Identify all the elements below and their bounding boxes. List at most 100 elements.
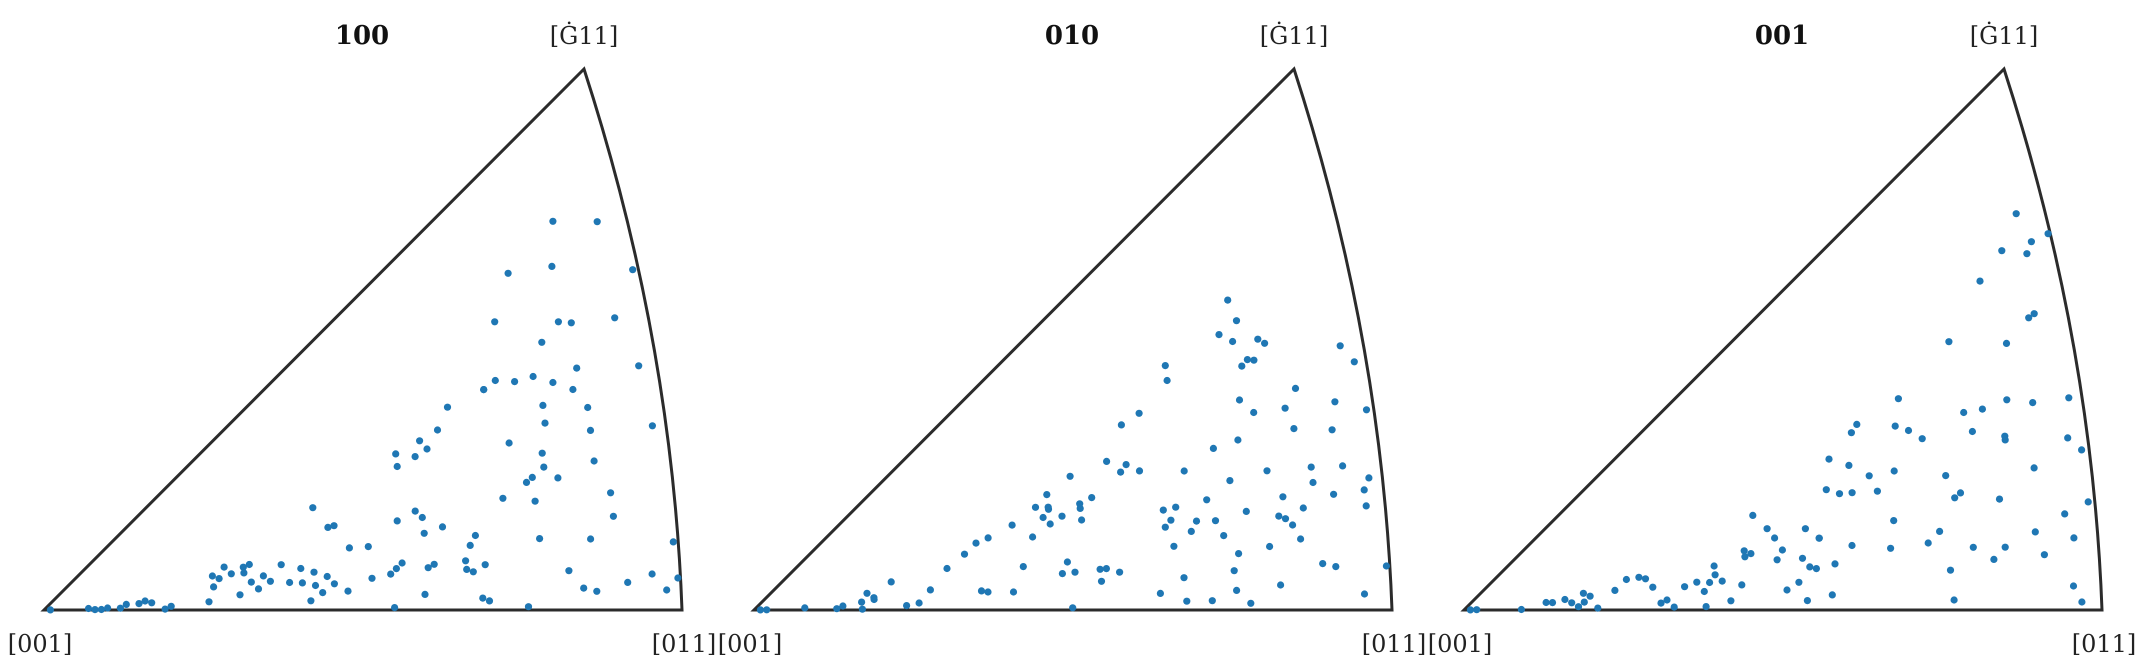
data-point	[1058, 512, 1066, 520]
data-point	[1031, 503, 1040, 511]
data-point	[2002, 339, 2011, 347]
data-point	[1887, 544, 1895, 552]
data-point	[469, 568, 477, 576]
data-point	[2078, 446, 2086, 454]
data-point	[648, 570, 656, 578]
data-point	[1365, 474, 1373, 482]
data-point	[554, 318, 563, 326]
data-point	[1096, 565, 1104, 573]
data-point	[1066, 472, 1074, 480]
data-point	[540, 463, 548, 471]
data-point	[2030, 464, 2038, 472]
data-point	[1250, 408, 1258, 417]
data-point	[236, 591, 244, 599]
data-point	[2029, 399, 2037, 407]
data-point	[548, 262, 556, 270]
data-point	[1044, 503, 1052, 511]
data-point	[443, 403, 452, 411]
data-point	[756, 606, 765, 614]
data-point	[1076, 504, 1084, 512]
corner-label-bar111: [Ġ11]	[1260, 21, 1328, 50]
data-point	[1798, 554, 1807, 562]
data-point	[463, 565, 471, 574]
data-point	[1517, 605, 1525, 614]
data-point	[286, 578, 294, 587]
data-point	[1995, 495, 2004, 503]
data-point	[593, 218, 601, 226]
data-point	[1574, 603, 1583, 611]
data-point	[1328, 426, 1336, 434]
data-point	[1362, 406, 1371, 414]
data-point	[210, 583, 218, 591]
data-point	[1362, 502, 1370, 510]
data-point	[1718, 577, 1726, 585]
data-point	[1749, 511, 1757, 519]
data-point	[1299, 504, 1307, 512]
data-point	[259, 572, 267, 580]
data-point	[863, 589, 871, 597]
data-point	[1117, 421, 1125, 429]
sector-outline	[1460, 66, 2104, 612]
data-point	[567, 319, 575, 327]
data-point	[669, 538, 677, 546]
data-point	[1163, 376, 1171, 385]
data-point	[635, 362, 643, 370]
data-point	[1009, 588, 1018, 596]
data-point	[903, 602, 911, 610]
corner-label-011: [011]	[2072, 630, 2137, 658]
data-point	[609, 512, 618, 520]
data-point	[1890, 467, 1898, 475]
data-point	[565, 567, 573, 575]
data-point	[1812, 565, 1820, 573]
data-point	[1848, 541, 1856, 550]
data-point	[801, 604, 809, 612]
data-point	[1122, 461, 1130, 469]
data-point	[418, 513, 426, 522]
data-point	[324, 523, 332, 532]
data-point	[1058, 570, 1066, 578]
data-point	[1795, 578, 1803, 586]
data-point	[960, 550, 969, 558]
data-point	[1350, 358, 1358, 366]
data-point	[297, 564, 305, 573]
data-point	[391, 604, 399, 612]
data-point	[2012, 210, 2020, 218]
data-point	[858, 605, 867, 613]
data-point	[2027, 238, 2035, 246]
data-point	[208, 572, 216, 580]
data-point	[1088, 494, 1096, 502]
data-point	[1230, 567, 1238, 575]
data-point	[122, 600, 130, 609]
data-point	[663, 586, 671, 594]
data-point	[1942, 472, 1950, 480]
data-point	[91, 606, 99, 614]
data-point	[215, 575, 223, 583]
data-point	[1281, 515, 1290, 523]
data-point	[2070, 534, 2078, 542]
data-point	[1891, 422, 1899, 430]
data-point	[420, 529, 428, 537]
data-point	[674, 574, 682, 582]
data-point	[1702, 603, 1710, 611]
data-point	[1339, 462, 1347, 470]
data-point	[104, 604, 112, 612]
data-point	[1611, 586, 1619, 595]
data-point	[239, 563, 247, 571]
data-point	[1159, 506, 1167, 514]
data-point	[926, 586, 935, 594]
data-point	[1161, 523, 1169, 531]
data-point	[1234, 436, 1242, 444]
data-point	[1078, 516, 1086, 524]
data-point	[1894, 395, 1902, 403]
data-point	[1167, 516, 1175, 524]
data-point	[1330, 490, 1338, 498]
data-point	[541, 419, 549, 427]
data-point	[1275, 512, 1283, 520]
data-point	[319, 589, 327, 597]
data-point	[607, 489, 615, 497]
data-point	[1039, 513, 1047, 522]
data-point	[1215, 331, 1223, 339]
data-point	[915, 599, 923, 607]
data-point	[1008, 521, 1016, 529]
